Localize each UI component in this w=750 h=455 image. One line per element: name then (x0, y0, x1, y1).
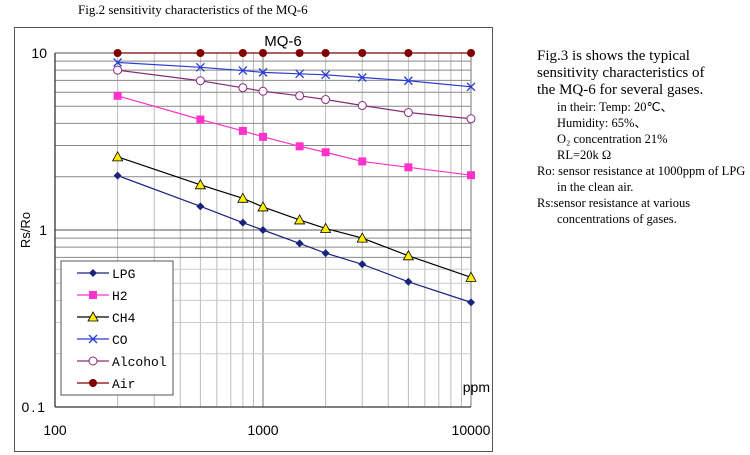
ro-definition: Ro: sensor resistance at 1000ppm of LPG … (537, 164, 746, 194)
legend-label: H2 (112, 289, 128, 304)
x-tick-label: 1000 (247, 422, 278, 438)
x-tick-label: 10000 (452, 422, 491, 438)
data-point-co (357, 73, 367, 82)
data-point-h2 (259, 132, 267, 141)
data-point-co (321, 70, 331, 80)
description-panel: Fig.3 is shows the typical sensitivity c… (537, 48, 750, 227)
data-point-lpg (113, 171, 122, 180)
intro-line: sensitivity characteristics of (537, 65, 705, 81)
data-point-air (196, 49, 205, 57)
x-tick-label: 100 (43, 422, 67, 438)
data-point-air (404, 49, 413, 57)
data-point-alcohol (258, 86, 268, 96)
data-point-alcohol (113, 65, 123, 75)
data-point-ch4 (319, 222, 332, 233)
legend-marker-air (89, 379, 97, 387)
chart-title: MQ-6 (264, 33, 302, 50)
condition-humidity: Humidity: 65%、 (557, 116, 647, 130)
data-point-co (238, 66, 248, 75)
y-tick-label: 0.1 (22, 399, 47, 415)
intro-line: the MQ-6 for several gases. (537, 82, 704, 98)
data-point-air (113, 49, 122, 57)
legend-label: CH4 (112, 311, 136, 326)
data-point-ch4 (293, 214, 306, 225)
data-point-alcohol (321, 95, 331, 105)
data-point-air (238, 49, 247, 57)
data-point-co (466, 82, 476, 92)
data-point-alcohol (195, 76, 205, 86)
y-axis-label: Rs/Ro (18, 212, 33, 248)
data-point-ch4 (402, 249, 415, 261)
data-point-alcohol (295, 91, 305, 101)
legend-marker-h2 (89, 291, 97, 299)
data-point-h2 (196, 115, 205, 124)
data-point-co (295, 69, 305, 79)
x-axis-label: ppm (463, 379, 490, 395)
data-point-alcohol (466, 114, 476, 124)
data-point-lpg (321, 249, 330, 258)
data-point-lpg (196, 202, 205, 211)
data-point-h2 (238, 126, 247, 135)
legend-box (60, 260, 174, 396)
legend-label: LPG (112, 267, 135, 282)
legend-marker-alcohol (88, 356, 98, 366)
chart-frame (14, 27, 493, 452)
data-point-lpg (358, 260, 367, 269)
y-tick-label: 1 (39, 222, 47, 238)
data-point-ch4 (356, 232, 368, 243)
data-point-co (113, 58, 123, 67)
data-point-h2 (404, 163, 413, 172)
data-point-ch4 (194, 178, 207, 190)
y-tick-label: 10 (31, 45, 47, 61)
legend-label: CO (112, 333, 128, 348)
data-point-h2 (467, 171, 475, 180)
legend-marker-lpg (89, 269, 97, 277)
data-point-h2 (295, 142, 304, 151)
data-point-lpg (295, 239, 304, 248)
data-point-air (358, 49, 367, 57)
data-point-co (195, 62, 205, 72)
intro-line: Fig.3 is shows the typical (537, 48, 690, 64)
condition-rl: RL=20k Ω (557, 148, 612, 162)
data-point-h2 (358, 157, 367, 166)
condition-o2: O₂ concentration 21% (557, 132, 668, 146)
series-line-co (117, 61, 472, 88)
rs-definition: Rs:sensor resistance at various concentr… (537, 196, 691, 226)
condition-temp: in their: Temp: 20℃、 (557, 100, 674, 114)
series-line-ch4 (117, 156, 472, 278)
data-point-air (259, 49, 267, 57)
sensitivity-chart: 100 1000 10000 0.1 1 10 MQ-6 ppm Rs/Ro LPG H2 CH4 CO… (18, 33, 491, 438)
figure-caption: Fig.2 sensitivity characteristics of the… (78, 2, 308, 17)
data-point-co (403, 76, 413, 86)
data-point-alcohol (403, 108, 413, 118)
data-point-lpg (467, 298, 475, 307)
data-point-ch4 (237, 192, 249, 203)
data-point-ch4 (465, 271, 477, 282)
legend-marker-ch4 (87, 311, 99, 322)
data-point-lpg (238, 218, 247, 227)
series-line-h2 (117, 95, 472, 176)
data-point-ch4 (257, 201, 269, 212)
data-point-air (295, 49, 304, 57)
data-point-air (467, 49, 475, 57)
legend-label: Air (112, 377, 135, 392)
data-point-lpg (404, 277, 413, 286)
data-point-alcohol (357, 101, 367, 111)
data-point-ch4 (111, 151, 124, 162)
data-point-h2 (321, 148, 330, 157)
legend-marker-co (88, 334, 98, 344)
data-point-alcohol (238, 83, 248, 93)
data-point-co (258, 67, 268, 77)
data-point-lpg (259, 226, 267, 234)
data-point-air (321, 49, 330, 57)
legend-label: Alcohol (112, 355, 167, 370)
data-point-h2 (113, 91, 122, 100)
